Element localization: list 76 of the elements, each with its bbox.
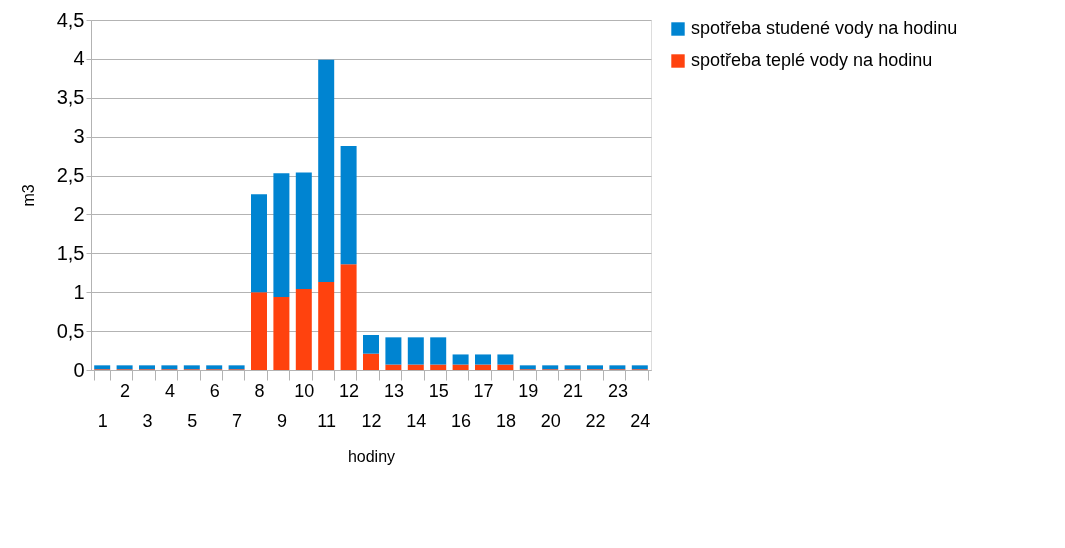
bar: [497, 364, 514, 370]
bar: [251, 194, 267, 293]
x-tick-label: 13: [383, 380, 404, 401]
bar: [363, 353, 379, 370]
y-tick-label: 3,5: [56, 86, 85, 109]
y-tick-label: 2,5: [56, 164, 85, 187]
bar: [407, 337, 424, 365]
x-tick-label: 1: [97, 410, 108, 431]
bar: [519, 365, 536, 370]
legend-label: spotřeba studené vody na hodinu: [691, 18, 958, 38]
x-tick-label: 7: [232, 410, 243, 431]
bar: [273, 296, 290, 370]
x-tick-label: 12: [361, 410, 382, 431]
bar: [295, 172, 312, 290]
x-tick-label: 21: [563, 380, 584, 401]
bar: [475, 354, 491, 365]
bar: [318, 59, 335, 283]
bar: [564, 365, 581, 370]
bar: [475, 364, 491, 370]
y-tick-label: 0: [73, 358, 85, 381]
x-tick-label: 4: [164, 380, 175, 401]
bar: [318, 282, 335, 370]
bar: [116, 365, 133, 370]
bar: [385, 364, 402, 370]
x-tick-label: 2: [120, 380, 131, 401]
x-tick-label: 16: [451, 410, 472, 431]
x-tick-label: 12: [339, 380, 360, 401]
bar: [430, 337, 447, 365]
y-tick-label: 3: [73, 125, 85, 148]
x-tick-label: 19: [518, 380, 539, 401]
x-tick-label: 15: [428, 380, 449, 401]
bar: [363, 335, 379, 354]
x-tick-label: 24: [630, 410, 651, 431]
bar: [340, 146, 357, 265]
x-tick-label: 17: [473, 380, 494, 401]
x-tick-label: 23: [607, 380, 628, 401]
y-tick-label: 1: [73, 280, 85, 303]
bar: [385, 337, 402, 365]
bar: [631, 365, 648, 370]
bar: [430, 364, 447, 370]
bar: [609, 365, 626, 370]
x-tick-label: 10: [294, 380, 315, 401]
x-tick-label: 3: [142, 410, 153, 431]
bar: [94, 365, 111, 370]
legend-label: spotřeba teplé vody na hodinu: [691, 50, 933, 70]
bar: [183, 365, 200, 370]
x-tick-label: 5: [187, 410, 198, 431]
x-tick-label: 14: [406, 410, 427, 431]
bar: [273, 173, 290, 297]
y-tick-label: 1,5: [56, 241, 85, 264]
bar: [452, 364, 469, 370]
x-tick-label: 9: [276, 410, 287, 431]
bar: [587, 365, 603, 370]
bar: [161, 365, 178, 370]
bar: [228, 365, 245, 370]
bar: [407, 364, 424, 370]
bar: [206, 365, 223, 370]
x-axis-title: hodiny: [347, 447, 396, 465]
x-tick-label: 6: [209, 380, 220, 401]
y-tick-label: 0,5: [56, 319, 85, 342]
x-tick-label: 22: [585, 410, 606, 431]
bar: [251, 292, 267, 370]
bar: [295, 289, 312, 370]
y-tick-label: 4,5: [56, 8, 85, 31]
y-tick-label: 2: [73, 202, 85, 225]
bar: [452, 354, 469, 365]
x-tick-label: 18: [495, 410, 516, 431]
x-tick-label: 8: [254, 380, 265, 401]
bar: [497, 354, 514, 365]
y-axis-title: m3: [19, 184, 37, 207]
y-tick-label: 4: [73, 47, 85, 70]
x-tick-label: 11: [317, 410, 337, 431]
x-tick-label: 20: [540, 410, 561, 431]
bar: [542, 365, 559, 370]
bar: [139, 365, 155, 370]
bar: [340, 264, 357, 370]
